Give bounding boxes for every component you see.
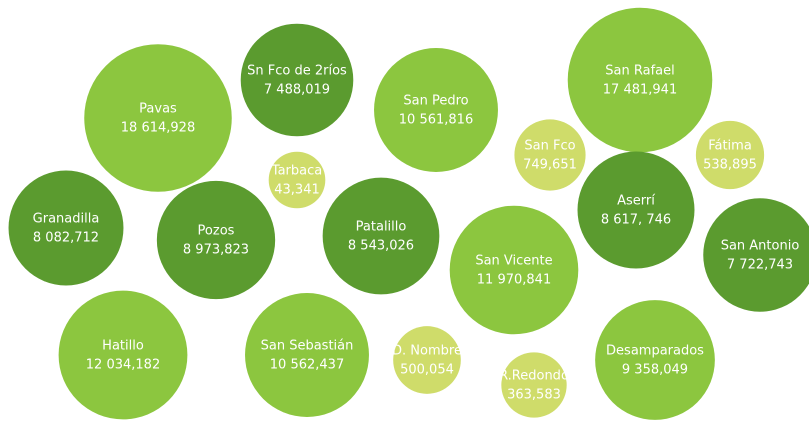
bubble: [322, 177, 440, 295]
bubble: [595, 300, 715, 420]
bubble-value: 10 561,816: [399, 113, 473, 128]
bubble-value: 363,583: [507, 388, 561, 403]
bubble-value: 7 722,743: [727, 258, 793, 273]
bubble-label: San Sebastián: [261, 339, 354, 354]
bubble-label: Hatillo: [102, 339, 144, 354]
bubble-label: San Fco: [524, 139, 575, 154]
bubble: [703, 198, 809, 312]
bubble: [240, 23, 354, 137]
bubble: [393, 326, 461, 394]
bubble-value: 9 358,049: [622, 363, 688, 378]
bubble-value: 8 973,823: [183, 243, 249, 258]
bubble-value: 7 488,019: [264, 83, 330, 98]
bubble-label: Patalillo: [356, 220, 407, 235]
bubble-value: 500,054: [400, 363, 454, 378]
bubble-label: Sn Fco de 2ríos: [247, 64, 347, 79]
bubble: [58, 290, 188, 420]
bubble-value: 10 562,437: [270, 358, 344, 373]
bubble-value: 8 617, 746: [601, 213, 671, 228]
bubble-label: Pozos: [198, 224, 235, 239]
bubble-label: San Vicente: [475, 254, 552, 269]
bubble-label: Desamparados: [606, 344, 704, 359]
bubble-value: 749,651: [523, 158, 577, 173]
bubble: [695, 120, 765, 190]
bubble: [84, 44, 232, 192]
bubble: [8, 170, 124, 286]
bubble: [514, 119, 586, 191]
bubble-value: 8 082,712: [33, 231, 99, 246]
bubble-value: 11 970,841: [477, 273, 551, 288]
bubble-label: San Rafael: [605, 64, 674, 79]
bubble: [567, 7, 713, 153]
bubble-value: 8 543,026: [348, 239, 414, 254]
bubble-label: Tarbaca: [271, 164, 322, 179]
bubble: [577, 151, 695, 269]
bubble-value: 18 614,928: [121, 121, 195, 136]
bubble-value: 43,341: [274, 183, 320, 198]
bubble-label: R.Redondo: [499, 369, 569, 384]
bubble: [374, 48, 498, 172]
bubble-value: 538,895: [703, 158, 757, 173]
bubble: [156, 180, 276, 300]
bubble-label: San Antonio: [721, 239, 800, 254]
bubble: [268, 151, 326, 209]
bubble-label: Aserrí: [617, 194, 655, 209]
bubble-label: Fátima: [708, 139, 752, 154]
bubble-label: D. Nombre: [392, 344, 462, 359]
bubble-value: 12 034,182: [86, 358, 160, 373]
bubble-value: 17 481,941: [603, 83, 677, 98]
bubble: [245, 293, 369, 417]
bubble-label: Granadilla: [33, 212, 100, 227]
bubble-label: Pavas: [139, 102, 177, 117]
bubble: [501, 352, 567, 418]
bubble: [449, 205, 579, 335]
bubble-label: San Pedro: [403, 94, 468, 109]
